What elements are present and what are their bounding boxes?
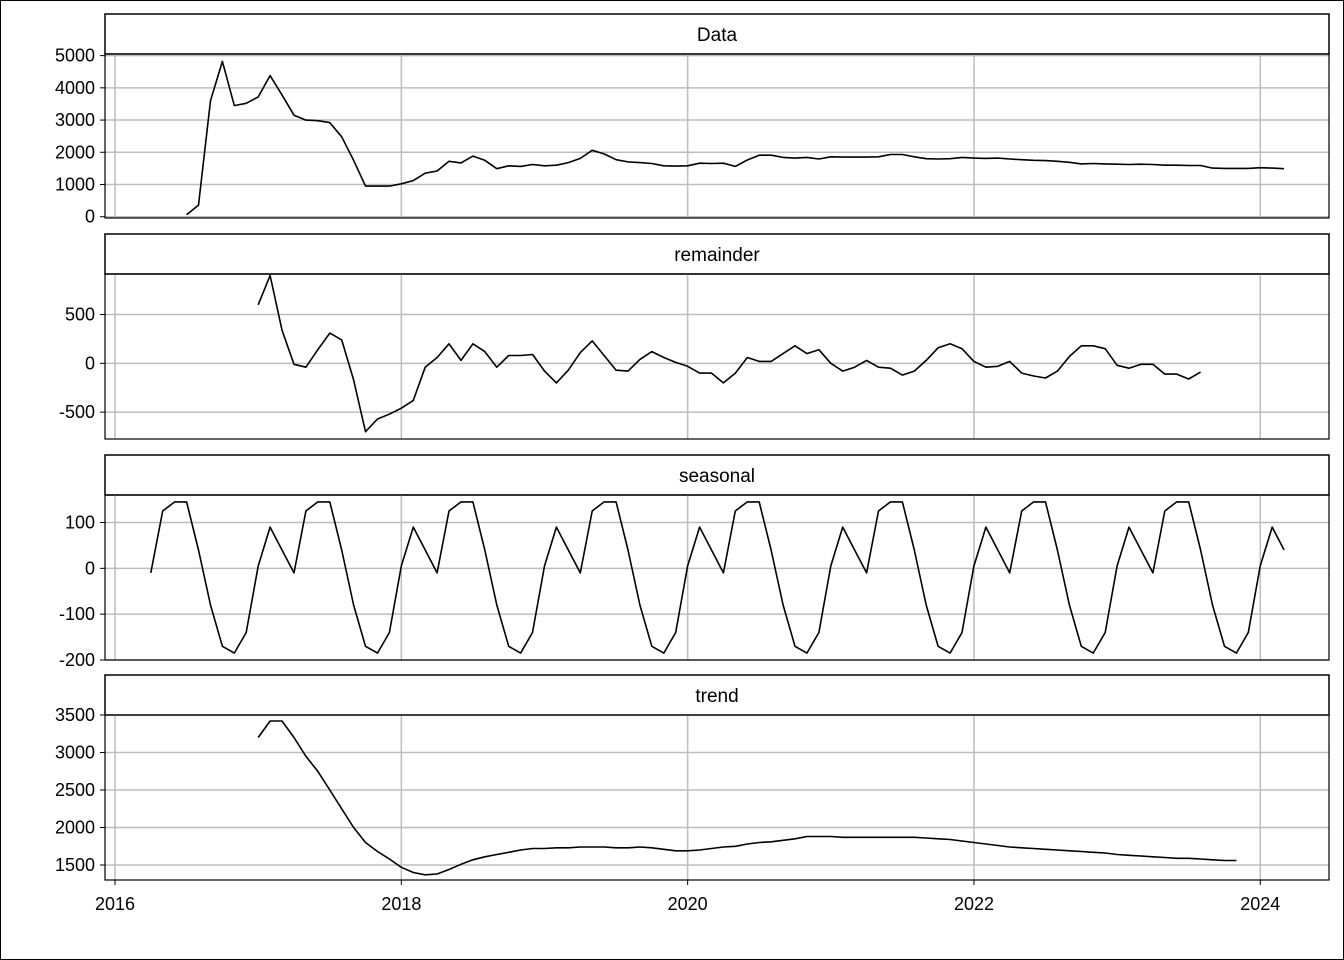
plot-border-seasonal xyxy=(104,494,1330,661)
y-tick-label-remainder: 500 xyxy=(65,305,95,325)
x-tick-label: 2024 xyxy=(1240,894,1280,914)
y-tick-label-remainder: 0 xyxy=(85,353,95,373)
plot-border-data xyxy=(104,53,1330,219)
x-tick-label: 2018 xyxy=(381,894,421,914)
strip-remainder xyxy=(104,233,1330,275)
plot-border-trend xyxy=(104,714,1330,881)
plot-border-remainder xyxy=(104,273,1330,440)
series-line-data xyxy=(186,60,1285,216)
y-tick-label-data: 2000 xyxy=(55,142,95,162)
strip-label-remainder: remainder xyxy=(674,245,760,266)
x-tick-label: 2022 xyxy=(954,894,994,914)
series-line-remainder xyxy=(257,274,1202,433)
y-tick-label-trend: 3000 xyxy=(55,743,95,763)
y-tick-label-trend: 2000 xyxy=(55,818,95,838)
y-tick-label-seasonal: 0 xyxy=(85,558,95,578)
y-tick-label-seasonal: -200 xyxy=(59,650,95,670)
y-tick-label-trend: 2500 xyxy=(55,780,95,800)
series-line-trend xyxy=(257,720,1237,876)
strip-label-seasonal: seasonal xyxy=(679,466,755,487)
y-tick-label-data: 3000 xyxy=(55,110,95,130)
y-tick-label-data: 5000 xyxy=(55,46,95,66)
y-tick-label-trend: 1500 xyxy=(55,855,95,875)
y-tick-label-trend: 3500 xyxy=(55,705,95,725)
strip-label-trend: trend xyxy=(695,686,738,707)
y-tick-label-seasonal: 100 xyxy=(65,513,95,533)
strip-label-data: Data xyxy=(697,25,738,46)
y-tick-label-data: 0 xyxy=(85,207,95,227)
x-tick-label: 2020 xyxy=(668,894,708,914)
y-tick-label-remainder: -500 xyxy=(59,402,95,422)
strip-trend xyxy=(104,674,1330,716)
y-tick-label-seasonal: -100 xyxy=(59,604,95,624)
y-tick-label-data: 1000 xyxy=(55,174,95,194)
x-tick-label: 2016 xyxy=(95,894,135,914)
y-tick-label-data: 4000 xyxy=(55,78,95,98)
series-line-seasonal xyxy=(150,501,1285,654)
strip-data xyxy=(104,13,1330,55)
